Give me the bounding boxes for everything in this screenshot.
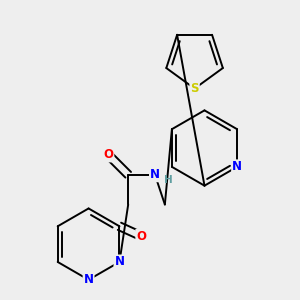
Text: O: O bbox=[103, 148, 113, 161]
Text: N: N bbox=[150, 168, 160, 181]
Text: H: H bbox=[164, 175, 173, 185]
Text: N: N bbox=[232, 160, 242, 173]
Text: N: N bbox=[84, 273, 94, 286]
Text: S: S bbox=[190, 82, 199, 95]
Text: N: N bbox=[115, 256, 124, 268]
Text: O: O bbox=[136, 230, 146, 243]
